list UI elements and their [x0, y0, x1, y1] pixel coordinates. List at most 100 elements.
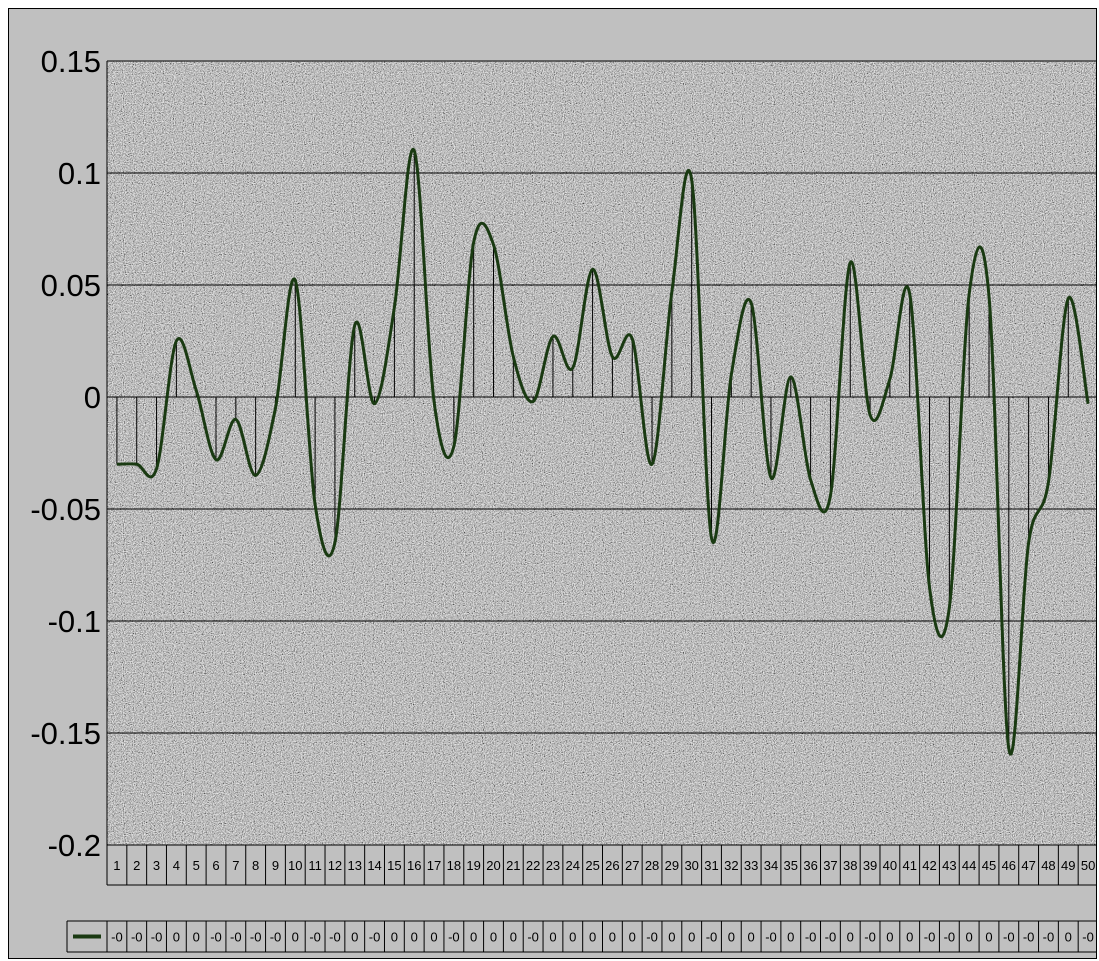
series-line [116, 147, 1090, 756]
x-category-label: 12 [328, 858, 342, 873]
x-category-label: 17 [427, 858, 441, 873]
data-table-value: -0 [646, 930, 658, 945]
x-category-label: 10 [288, 858, 302, 873]
x-category-label: 15 [387, 858, 401, 873]
data-table-value: 0 [1065, 930, 1072, 945]
series-path [116, 147, 1090, 756]
x-category-label: 20 [486, 858, 500, 873]
data-table-value: 0 [906, 930, 913, 945]
x-category-label: 34 [764, 858, 778, 873]
x-category-label: 9 [272, 858, 279, 873]
x-category-label: 25 [585, 858, 599, 873]
data-table-value: -0 [1043, 930, 1055, 945]
data-table-value: -0 [250, 930, 262, 945]
x-category-label: 30 [684, 858, 698, 873]
data-table-value: -0 [230, 930, 242, 945]
data-table-value: 0 [569, 930, 576, 945]
plot-background [107, 61, 1096, 845]
y-axis-tick-labels: 0.15 0.1 0.05 0 -0.05 -0.1 -0.15 -0.2 [30, 44, 101, 863]
data-table-value: 0 [391, 930, 398, 945]
data-table-value: -0 [706, 930, 718, 945]
data-table-value: 0 [430, 930, 437, 945]
data-table-value: -0 [151, 930, 163, 945]
x-category-label: 5 [193, 858, 200, 873]
data-table-value: -0 [805, 930, 817, 945]
data-table-value: 0 [193, 930, 200, 945]
x-category-label: 2 [133, 858, 140, 873]
data-table-value: -0 [111, 930, 123, 945]
x-category-label: 45 [982, 858, 996, 873]
data-table-value: 0 [292, 930, 299, 945]
data-table-value: -0 [944, 930, 956, 945]
x-category-label: 38 [843, 858, 857, 873]
data-table-value: 0 [688, 930, 695, 945]
data-table-value: 0 [470, 930, 477, 945]
data-table-value: -0 [527, 930, 539, 945]
x-category-label: 46 [1002, 858, 1016, 873]
y-tick-label: -0.15 [30, 716, 101, 751]
x-category-label: 27 [625, 858, 639, 873]
x-category-label: 22 [526, 858, 540, 873]
y-tick-label: 0.1 [58, 156, 101, 191]
data-table-value: 0 [728, 930, 735, 945]
data-table: 1 2 3 4 5 6 7 8 9 10 11 12 13 14 15 16 17 18 19 20 21 22 23 24 2… [66, 845, 1096, 953]
data-table-value: 0 [589, 930, 596, 945]
x-category-label: 37 [823, 858, 837, 873]
data-table-value: 0 [411, 930, 418, 945]
data-table-value: 0 [629, 930, 636, 945]
x-category-label: 16 [407, 858, 421, 873]
y-tick-label: -0.2 [48, 828, 101, 863]
data-table-value: -0 [131, 930, 143, 945]
x-category-label: 44 [962, 858, 976, 873]
data-table-value: 0 [510, 930, 517, 945]
y-tick-label: 0.05 [41, 268, 101, 303]
data-table-value: 0 [490, 930, 497, 945]
x-category-label: 1 [113, 858, 120, 873]
data-table-value: 0 [609, 930, 616, 945]
x-category-label: 3 [153, 858, 160, 873]
plot-area-texture [107, 61, 1096, 845]
x-category-label: 41 [902, 858, 916, 873]
x-category-label: 23 [546, 858, 560, 873]
data-table-value: -0 [924, 930, 936, 945]
data-table-value: -0 [369, 930, 381, 945]
data-table-value: 0 [549, 930, 556, 945]
x-category-label: 8 [252, 858, 259, 873]
data-table-value: 0 [173, 930, 180, 945]
data-table-value: 0 [748, 930, 755, 945]
x-category-label: 28 [645, 858, 659, 873]
x-category-label: 24 [566, 858, 580, 873]
data-table-value: 0 [886, 930, 893, 945]
x-category-label: 35 [784, 858, 798, 873]
data-table-value: 0 [847, 930, 854, 945]
y-tick-label: -0.05 [30, 492, 101, 527]
data-table-value: 0 [787, 930, 794, 945]
data-table-value: 0 [351, 930, 358, 945]
data-table-value: -0 [329, 930, 341, 945]
y-tick-label: -0.1 [48, 604, 101, 639]
x-category-label: 49 [1061, 858, 1075, 873]
x-category-label: 40 [883, 858, 897, 873]
data-table-value: -0 [864, 930, 876, 945]
data-table-value: -0 [1003, 930, 1015, 945]
x-category-label: 6 [212, 858, 219, 873]
x-category-label: 18 [447, 858, 461, 873]
x-category-label: 42 [922, 858, 936, 873]
y-tick-label: 0 [84, 380, 101, 415]
x-category-label: 31 [704, 858, 718, 873]
x-category-label: 33 [744, 858, 758, 873]
data-table-value: 0 [966, 930, 973, 945]
x-category-label: 21 [506, 858, 520, 873]
x-category-label: 11 [308, 858, 322, 873]
x-category-label: 4 [173, 858, 180, 873]
x-category-label: 32 [724, 858, 738, 873]
data-table-value: -0 [765, 930, 777, 945]
data-table-value: -0 [1082, 930, 1094, 945]
x-category-label: 50 [1081, 858, 1095, 873]
x-category-label: 43 [942, 858, 956, 873]
x-category-label: 14 [367, 858, 381, 873]
x-category-label: 13 [348, 858, 362, 873]
x-category-label: 47 [1021, 858, 1035, 873]
y-tick-label: 0.15 [41, 44, 101, 79]
data-table-value: -0 [210, 930, 222, 945]
